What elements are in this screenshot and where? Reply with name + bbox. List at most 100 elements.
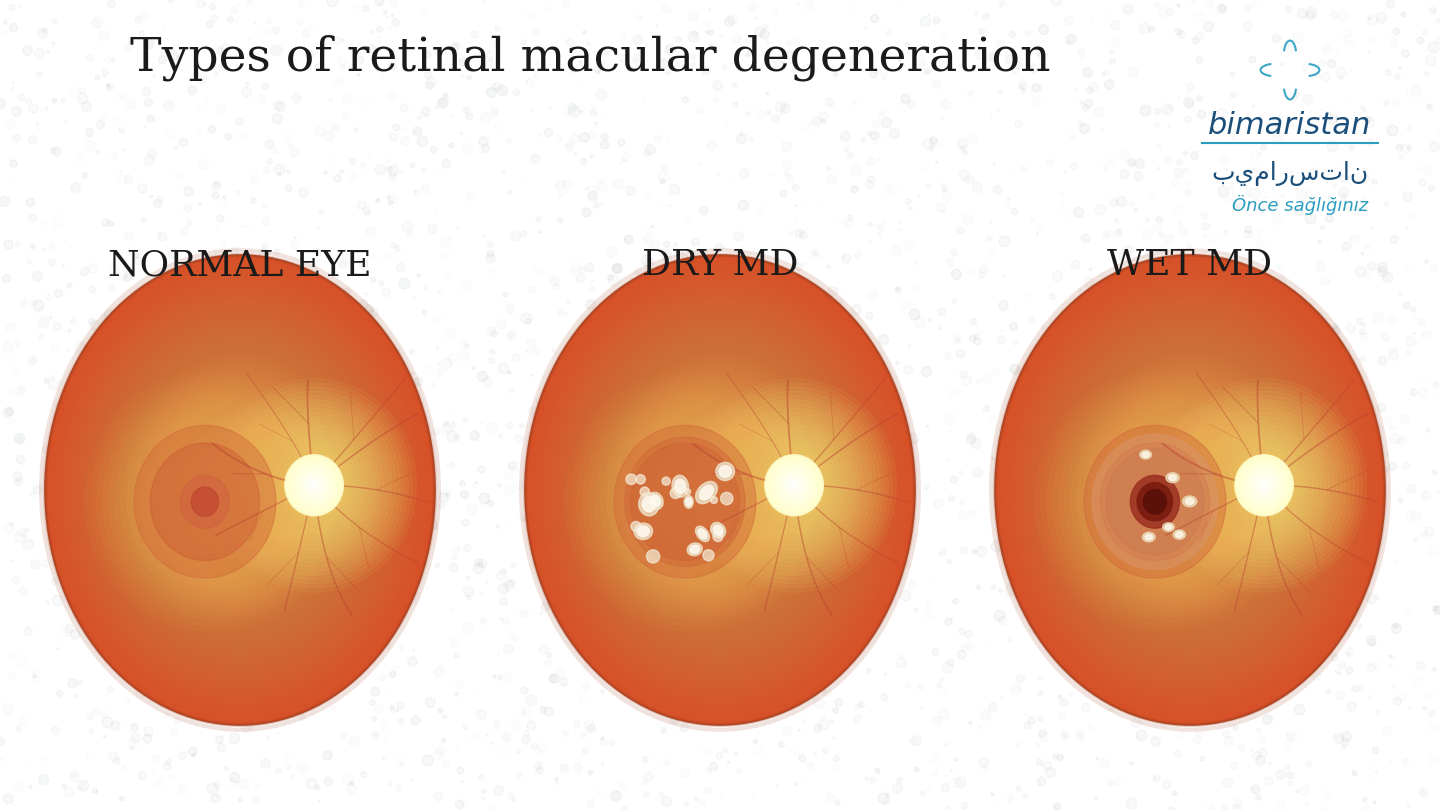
Ellipse shape	[1005, 266, 1375, 714]
Ellipse shape	[164, 399, 315, 581]
Ellipse shape	[295, 466, 333, 505]
Ellipse shape	[1158, 452, 1221, 528]
Ellipse shape	[667, 483, 703, 521]
Ellipse shape	[1063, 337, 1316, 643]
Circle shape	[703, 550, 714, 561]
Ellipse shape	[652, 407, 788, 572]
Ellipse shape	[1133, 423, 1246, 557]
Text: Önce sağlığınız: Önce sağlığınız	[1231, 195, 1368, 215]
Ellipse shape	[1024, 290, 1355, 690]
Ellipse shape	[58, 270, 423, 710]
Ellipse shape	[685, 497, 691, 506]
Ellipse shape	[569, 308, 871, 672]
Text: WET MD: WET MD	[1107, 248, 1273, 282]
Ellipse shape	[716, 463, 734, 480]
Circle shape	[662, 477, 670, 485]
Ellipse shape	[1117, 402, 1263, 578]
Ellipse shape	[1168, 463, 1212, 517]
Ellipse shape	[783, 475, 805, 496]
Ellipse shape	[1048, 320, 1332, 660]
Ellipse shape	[1257, 478, 1272, 493]
Ellipse shape	[1037, 305, 1344, 675]
Ellipse shape	[649, 405, 791, 575]
Ellipse shape	[174, 470, 235, 534]
Ellipse shape	[1139, 428, 1241, 552]
Circle shape	[639, 487, 649, 497]
Ellipse shape	[154, 387, 325, 593]
Ellipse shape	[1178, 475, 1202, 505]
Ellipse shape	[305, 476, 323, 494]
Ellipse shape	[562, 299, 878, 681]
Circle shape	[647, 550, 660, 563]
Ellipse shape	[261, 429, 367, 541]
Ellipse shape	[598, 343, 842, 637]
Ellipse shape	[59, 273, 420, 707]
Ellipse shape	[635, 387, 805, 593]
Ellipse shape	[678, 495, 691, 508]
Ellipse shape	[48, 258, 432, 722]
Ellipse shape	[1174, 530, 1185, 539]
Ellipse shape	[684, 496, 693, 509]
Ellipse shape	[163, 457, 246, 547]
Ellipse shape	[1220, 438, 1309, 532]
Ellipse shape	[101, 322, 379, 658]
Ellipse shape	[605, 352, 835, 628]
Ellipse shape	[1149, 495, 1161, 508]
Ellipse shape	[240, 408, 387, 562]
Ellipse shape	[213, 458, 266, 522]
Ellipse shape	[636, 390, 804, 590]
Ellipse shape	[1044, 313, 1336, 667]
Ellipse shape	[671, 431, 769, 548]
Ellipse shape	[678, 440, 762, 540]
Ellipse shape	[766, 456, 822, 514]
Ellipse shape	[111, 335, 369, 646]
Ellipse shape	[631, 443, 740, 561]
Ellipse shape	[1053, 392, 1257, 612]
Ellipse shape	[1047, 317, 1333, 663]
Ellipse shape	[118, 343, 361, 637]
Ellipse shape	[76, 293, 403, 687]
Ellipse shape	[657, 414, 783, 566]
Ellipse shape	[180, 475, 229, 528]
Ellipse shape	[160, 393, 321, 587]
Ellipse shape	[1138, 483, 1172, 521]
Ellipse shape	[1188, 487, 1192, 493]
Ellipse shape	[675, 479, 685, 493]
Ellipse shape	[677, 437, 763, 543]
Ellipse shape	[1153, 446, 1227, 534]
Ellipse shape	[708, 395, 880, 575]
Ellipse shape	[642, 457, 727, 547]
Ellipse shape	[294, 464, 334, 507]
Ellipse shape	[301, 471, 327, 499]
Ellipse shape	[749, 438, 840, 532]
Ellipse shape	[1094, 437, 1215, 566]
Ellipse shape	[1031, 299, 1348, 681]
Ellipse shape	[684, 446, 756, 534]
Ellipse shape	[1034, 302, 1346, 678]
Ellipse shape	[564, 373, 805, 631]
Circle shape	[631, 522, 641, 531]
Ellipse shape	[661, 420, 779, 561]
Ellipse shape	[698, 463, 742, 517]
Ellipse shape	[1100, 443, 1210, 561]
Ellipse shape	[789, 480, 799, 490]
Ellipse shape	[225, 391, 405, 579]
Ellipse shape	[1009, 273, 1371, 707]
Ellipse shape	[140, 369, 340, 611]
Ellipse shape	[1185, 484, 1195, 496]
Ellipse shape	[590, 335, 850, 646]
Ellipse shape	[753, 442, 835, 528]
Ellipse shape	[583, 392, 788, 612]
Ellipse shape	[672, 488, 697, 514]
Ellipse shape	[762, 451, 827, 519]
Ellipse shape	[716, 484, 724, 496]
Ellipse shape	[786, 478, 802, 493]
Ellipse shape	[184, 423, 297, 557]
Ellipse shape	[773, 464, 815, 507]
Ellipse shape	[1261, 482, 1267, 488]
Ellipse shape	[655, 470, 714, 534]
Ellipse shape	[245, 412, 383, 558]
Ellipse shape	[289, 459, 338, 511]
Ellipse shape	[1130, 476, 1179, 527]
Ellipse shape	[143, 373, 337, 608]
